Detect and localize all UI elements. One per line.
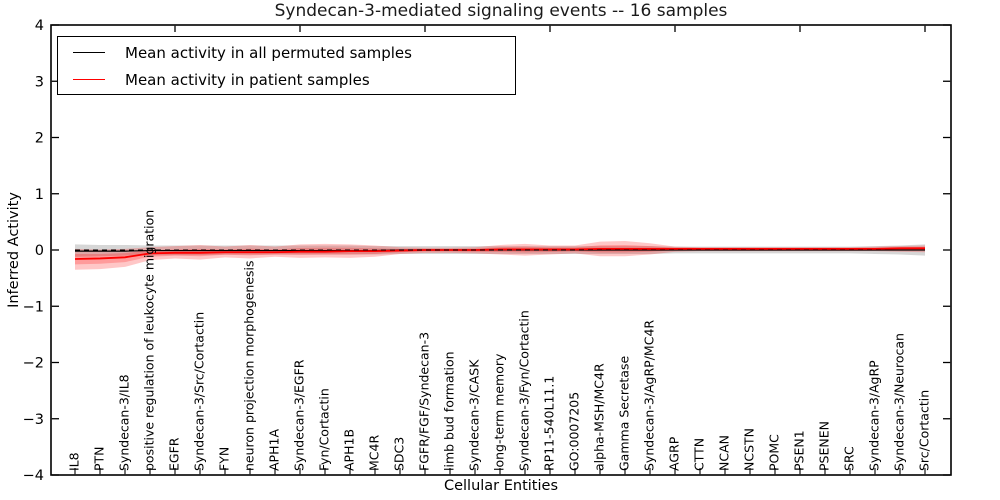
x-category-label: Syndecan-3/AgRP — [867, 360, 882, 471]
x-category-label: EGFR — [167, 437, 182, 471]
plot-border — [50, 24, 952, 476]
x-category-label: Syndecan-3/Neurocan — [892, 333, 907, 471]
x-category-label: SRC — [842, 446, 857, 471]
x-category-label: FGFR/FGF/Syndecan-3 — [417, 332, 432, 471]
x-category-label: PSEN1 — [792, 430, 807, 471]
y-tick-label: 3 — [35, 74, 44, 90]
x-category-label: Syndecan-3/EGFR — [292, 359, 307, 471]
x-category-label: Syndecan-3/IL8 — [117, 374, 132, 471]
x-category-label: APH1A — [267, 429, 282, 471]
x-category-label: neuron projection morphogenesis — [242, 260, 257, 471]
x-category-label: MC4R — [367, 435, 382, 471]
x-category-label: positive regulation of leukocyte migrati… — [142, 210, 157, 471]
x-axis-title: Cellular Entities — [443, 478, 559, 494]
x-category-label: Syndecan-3/CASK — [467, 359, 482, 471]
x-category-label: PTN — [92, 446, 107, 471]
x-category-label: POMC — [767, 434, 782, 471]
y-tick-label: 0 — [35, 243, 44, 259]
y-tick-label: 1 — [35, 187, 44, 203]
y-tick-label: −1 — [23, 299, 44, 315]
x-category-label: AGRP — [667, 436, 682, 471]
permuted-line-swatch — [73, 52, 105, 53]
legend: Mean activity in all permuted samples Me… — [57, 36, 516, 95]
y-tick-label: −2 — [23, 356, 44, 372]
x-category-label: long-term memory — [492, 353, 507, 471]
y-tick-label: 2 — [35, 131, 44, 147]
x-category-label: FYN — [217, 447, 232, 471]
x-category-label: CTTN — [692, 438, 707, 471]
x-category-label: alpha-MSH/MC4R — [592, 363, 607, 471]
legend-label-patient: Mean activity in patient samples — [125, 70, 370, 89]
x-category-label: GO:0007205 — [567, 392, 582, 471]
patient-mean-line — [74, 247, 925, 260]
legend-row: Mean activity in all permuted samples — [58, 39, 515, 66]
x-category-label: Syndecan-3/AgRP/MC4R — [642, 320, 657, 471]
legend-row: Mean activity in patient samples — [58, 66, 515, 93]
legend-label-permuted: Mean activity in all permuted samples — [125, 43, 412, 62]
y-tick-label: −3 — [23, 412, 44, 428]
x-category-label: Fyn/Cortactin — [317, 388, 332, 471]
x-category-label: Syndecan-3/Fyn/Cortactin — [517, 310, 532, 471]
x-category-label: IL8 — [67, 452, 82, 471]
x-category-label: RP11-540L11.1 — [542, 376, 557, 471]
x-category-label: APH1B — [342, 429, 357, 471]
x-category-label: Src/Cortactin — [917, 390, 932, 471]
x-category-label: limb bud formation — [442, 351, 457, 471]
y-tick-label: 4 — [35, 18, 44, 34]
x-category-label: PSENEN — [817, 421, 832, 471]
patient-line-swatch — [73, 79, 105, 80]
x-category-label: Syndecan-3/Src/Cortactin — [192, 312, 207, 471]
x-category-label: NCAN — [717, 435, 732, 471]
chart-title: Syndecan-3-mediated signaling events -- … — [274, 1, 728, 21]
y-axis-title: Inferred Activity — [6, 192, 22, 308]
x-category-label: SDC3 — [392, 437, 407, 471]
y-tick-label: −4 — [23, 468, 44, 484]
x-category-label: NCSTN — [742, 428, 757, 471]
x-category-label: Gamma Secretase — [617, 356, 632, 471]
